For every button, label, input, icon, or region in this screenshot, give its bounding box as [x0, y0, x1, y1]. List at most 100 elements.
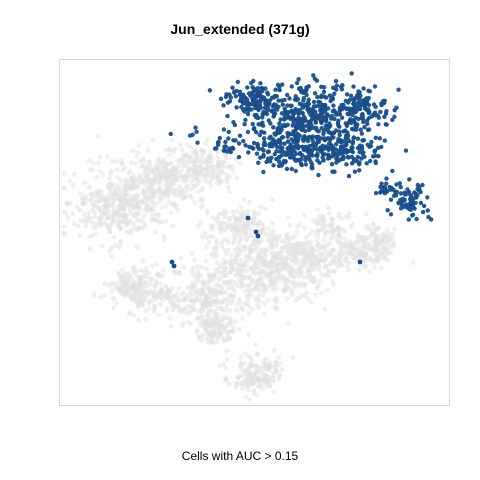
- cell-point-high: [254, 151, 260, 156]
- cell-point-low: [159, 273, 165, 279]
- cell-point-low: [274, 286, 279, 292]
- cell-point-high: [322, 152, 327, 157]
- cell-point-low: [96, 134, 101, 140]
- cell-point-low: [287, 241, 293, 247]
- cell-point-high: [318, 148, 323, 153]
- cell-point-low: [171, 173, 177, 179]
- cell-point-low: [139, 217, 144, 223]
- cell-point-low: [70, 211, 76, 217]
- cell-point-low: [67, 178, 73, 184]
- cell-point-low: [184, 159, 190, 165]
- cell-point-low: [386, 257, 391, 263]
- cell-point-low: [83, 194, 88, 200]
- cell-point-low: [132, 161, 138, 167]
- cell-point-low: [169, 168, 175, 174]
- cell-point-high: [238, 92, 243, 98]
- cell-point-high: [304, 123, 310, 128]
- cell-point-low: [266, 377, 271, 383]
- cell-point-low: [235, 308, 241, 314]
- cell-point-high: [364, 118, 370, 123]
- cell-point-low: [225, 300, 231, 305]
- cell-point-high: [307, 143, 312, 149]
- cell-point-high: [231, 120, 236, 125]
- cell-point-low: [227, 308, 233, 313]
- cell-point-low: [312, 292, 318, 298]
- cell-point-low: [225, 165, 231, 170]
- cell-point-low: [266, 273, 272, 279]
- cell-point-high: [281, 122, 287, 128]
- cell-point-high: [300, 111, 305, 116]
- cell-point-low: [368, 256, 373, 261]
- cell-point-high: [336, 118, 341, 124]
- cell-point-low: [219, 244, 225, 250]
- cell-point-low: [245, 388, 251, 393]
- cell-point-high: [233, 94, 239, 99]
- cell-point-low: [178, 191, 184, 197]
- cell-point-low: [327, 211, 332, 216]
- cell-point-low: [189, 195, 195, 201]
- cell-point-high: [238, 96, 244, 101]
- cell-point-high: [290, 110, 295, 115]
- cell-point-low: [144, 203, 150, 209]
- cell-point-low: [79, 196, 85, 202]
- cell-point-low: [140, 258, 146, 264]
- cell-point-low: [188, 155, 194, 161]
- cell-point-low: [196, 334, 202, 339]
- cell-point-high: [309, 164, 315, 170]
- cell-point-high: [275, 144, 280, 150]
- cell-point-low: [301, 212, 307, 218]
- cell-point-low: [391, 243, 397, 249]
- cell-point-high: [330, 169, 335, 174]
- cell-point-low: [321, 238, 327, 243]
- cell-point-low: [337, 228, 342, 234]
- cell-point-high: [218, 96, 224, 102]
- cell-point-low: [289, 246, 295, 252]
- cell-point-high: [291, 120, 296, 125]
- cell-point-low: [229, 163, 235, 169]
- cell-point-high: [268, 159, 273, 164]
- cell-point-high: [346, 173, 352, 179]
- cell-point-low: [116, 218, 122, 224]
- cell-point-low: [181, 265, 187, 270]
- cell-point-low: [363, 263, 369, 269]
- cell-point-high: [241, 138, 246, 144]
- cell-point-low: [209, 158, 215, 164]
- cell-point-high: [285, 139, 291, 144]
- cell-point-high: [364, 161, 369, 166]
- cell-point-high: [261, 152, 266, 158]
- cell-point-low: [222, 214, 228, 220]
- cell-point-low: [157, 291, 163, 297]
- cell-point-low: [344, 263, 350, 269]
- cell-point-low: [142, 213, 147, 219]
- cell-point-low: [292, 269, 297, 275]
- cell-point-high: [289, 166, 294, 172]
- cell-point-low: [354, 239, 359, 245]
- cell-point-low: [331, 282, 337, 287]
- cell-point-low: [324, 264, 329, 269]
- chart-caption: Cells with AUC > 0.15: [181, 449, 299, 463]
- cell-point-low: [243, 219, 248, 225]
- cell-point-high: [269, 95, 275, 101]
- cell-point-low: [125, 219, 131, 225]
- cell-point-high: [299, 88, 304, 93]
- cell-point-high: [212, 146, 218, 151]
- cell-point-low: [175, 207, 181, 213]
- cell-point-low: [267, 267, 273, 273]
- cell-point-low: [234, 382, 240, 387]
- cell-point-low: [381, 231, 387, 237]
- cell-point-low: [322, 217, 327, 223]
- cell-point-low: [301, 274, 306, 280]
- cell-point-low: [166, 199, 171, 204]
- cell-point-low: [294, 223, 300, 229]
- cell-point-low: [135, 225, 141, 231]
- cell-point-low: [290, 355, 296, 360]
- cell-point-high: [235, 79, 241, 85]
- cell-point-low: [388, 236, 393, 242]
- cell-point-low: [239, 367, 245, 373]
- cell-point-low: [237, 237, 243, 243]
- cell-point-low: [234, 209, 240, 214]
- cell-point-high: [392, 114, 397, 120]
- cell-point-high: [396, 87, 401, 92]
- cell-point-low: [346, 210, 352, 216]
- cell-point-high: [239, 104, 244, 110]
